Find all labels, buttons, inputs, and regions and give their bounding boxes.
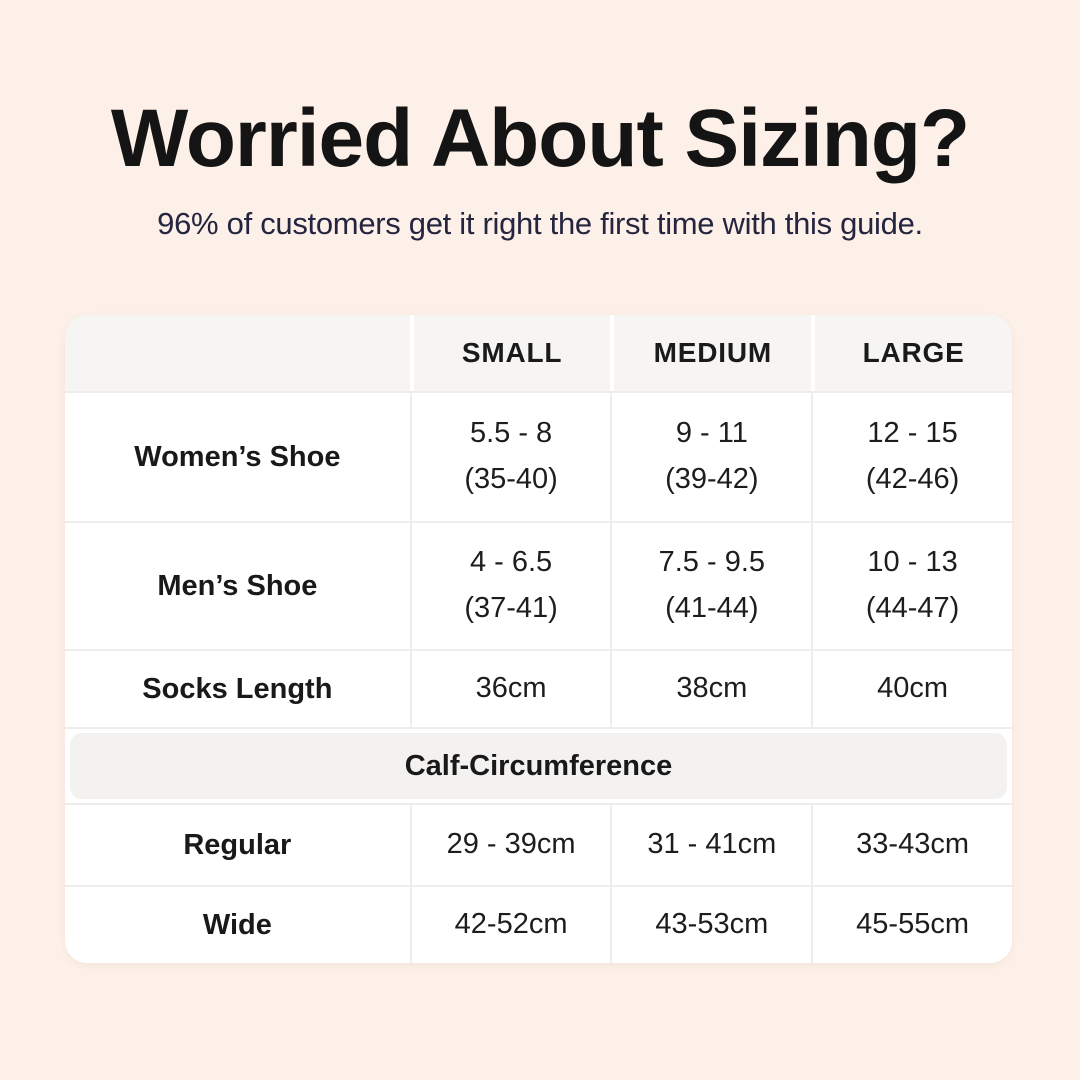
table-header-row: SMALL MEDIUM LARGE bbox=[65, 315, 1012, 391]
cell-value-line: (37-41) bbox=[464, 592, 558, 624]
column-header-medium: MEDIUM bbox=[610, 315, 811, 391]
row-label: Women’s Shoe bbox=[134, 440, 341, 473]
table-cell: 7.5 - 9.5 (41-44) bbox=[610, 523, 811, 649]
table-cell: 40cm bbox=[811, 651, 1012, 727]
cell-value-line: (41-44) bbox=[665, 592, 759, 624]
table-cell: 42-52cm bbox=[409, 887, 611, 963]
table-cell: 38cm bbox=[610, 651, 811, 727]
section-header-band: Calf-Circumference bbox=[70, 733, 1007, 799]
table-cell: 31 - 41cm bbox=[610, 805, 811, 885]
column-header-small: SMALL bbox=[409, 315, 611, 391]
row-label: Wide bbox=[202, 908, 272, 941]
table-row-womens-shoe: Women’s Shoe 5.5 - 8 (35-40) 9 - 11 (39-… bbox=[65, 391, 1012, 521]
row-label: Men’s Shoe bbox=[157, 569, 318, 602]
page-title: Worried About Sizing? bbox=[110, 93, 970, 184]
cell-value-line: (44-47) bbox=[865, 592, 960, 624]
table-cell: 4 - 6.5 (37-41) bbox=[409, 523, 611, 649]
table-cell: 10 - 13 (44-47) bbox=[811, 523, 1012, 649]
table-row-mens-shoe: Men’s Shoe 4 - 6.5 (37-41) 7.5 - 9.5 (41… bbox=[65, 521, 1012, 649]
column-header-large: LARGE bbox=[811, 315, 1012, 391]
row-label: Regular bbox=[183, 828, 292, 861]
table-cell: 36cm bbox=[409, 651, 611, 727]
table-cell: 12 - 15 (42-46) bbox=[811, 393, 1012, 521]
cell-value-line: (35-40) bbox=[464, 463, 558, 495]
cell-value-line: 9 - 11 bbox=[675, 417, 748, 450]
page-subtitle: 96% of customers get it right the first … bbox=[157, 206, 923, 241]
cell-value-line: (39-42) bbox=[665, 463, 759, 495]
table-row-regular: Regular 29 - 39cm 31 - 41cm 33-43cm bbox=[65, 805, 1012, 885]
row-label: Socks Length bbox=[142, 672, 333, 705]
table-cell: 33-43cm bbox=[811, 805, 1012, 885]
column-header-blank bbox=[65, 315, 410, 391]
table-cell: 9 - 11 (39-42) bbox=[610, 393, 811, 521]
section-header-wrap: Calf-Circumference bbox=[65, 727, 1012, 805]
cell-value-line: 12 - 15 bbox=[867, 417, 958, 450]
cell-value-line: 5.5 - 8 bbox=[469, 417, 553, 450]
cell-value-line: (42-46) bbox=[865, 463, 960, 495]
cell-value-line: 4 - 6.5 bbox=[469, 546, 553, 579]
table-cell: 43-53cm bbox=[610, 887, 811, 963]
cell-value-line: 7.5 - 9.5 bbox=[658, 546, 766, 579]
table-row-socks-length: Socks Length 36cm 38cm 40cm bbox=[65, 649, 1012, 727]
cell-value-line: 10 - 13 bbox=[867, 546, 958, 579]
table-body: Women’s Shoe 5.5 - 8 (35-40) 9 - 11 (39-… bbox=[65, 391, 1012, 963]
sizing-table: SMALL MEDIUM LARGE Women’s Shoe 5.5 - 8 … bbox=[65, 315, 1012, 963]
table-cell: 45-55cm bbox=[811, 887, 1012, 963]
table-row-wide: Wide 42-52cm 43-53cm 45-55cm bbox=[65, 885, 1012, 963]
section-header-title: Calf-Circumference bbox=[404, 749, 673, 782]
table-cell: 5.5 - 8 (35-40) bbox=[409, 393, 611, 521]
table-cell: 29 - 39cm bbox=[409, 805, 611, 885]
